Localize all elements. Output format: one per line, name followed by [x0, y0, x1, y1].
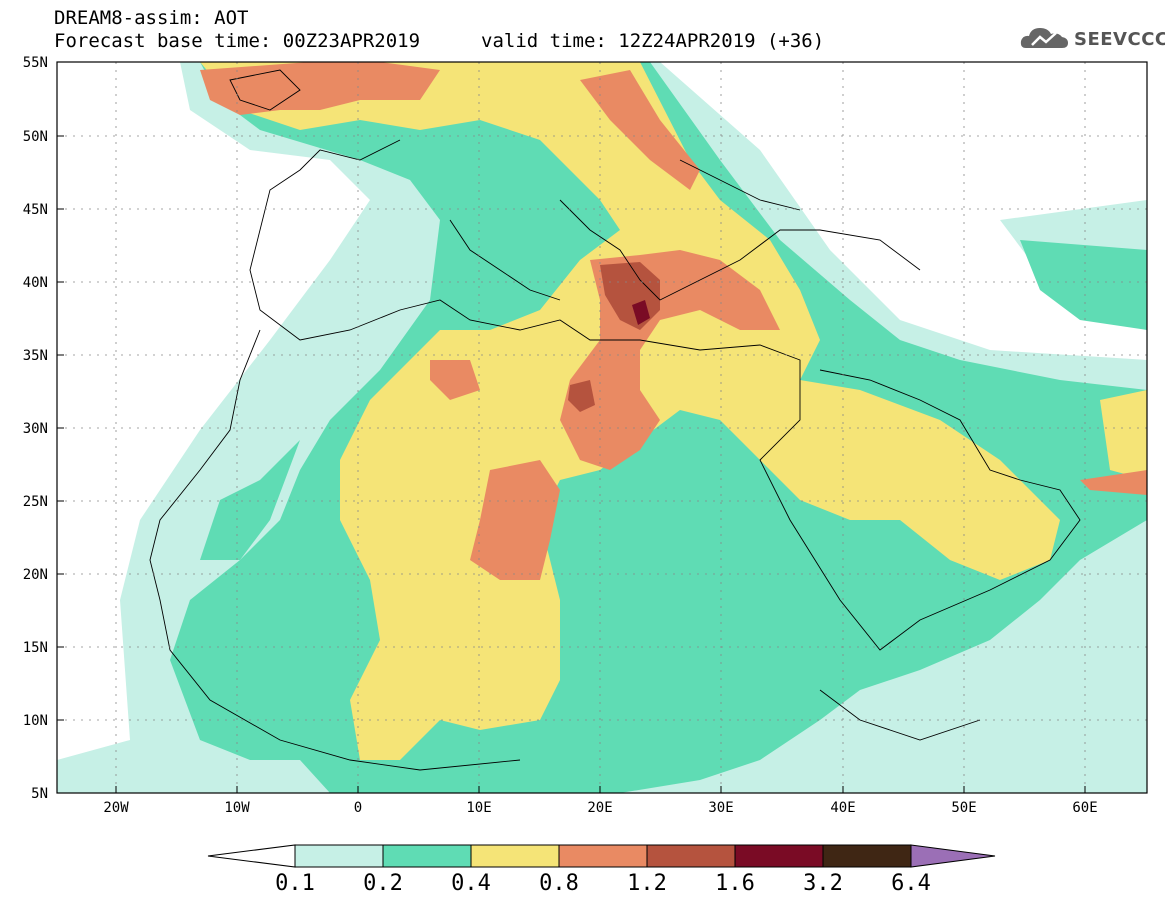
colorbar-label: 6.4 — [891, 871, 931, 896]
colorbar-segment — [646, 844, 736, 868]
lon-label: 30E — [708, 800, 733, 816]
colorbar-label: 3.2 — [803, 871, 843, 896]
colorbar-segment — [470, 844, 560, 868]
colorbar-label: 1.2 — [627, 871, 667, 896]
colorbar-label: 0.8 — [539, 871, 579, 896]
aot-band-1.6 — [632, 300, 650, 325]
cloud-logo-icon — [1020, 28, 1068, 48]
lat-label: 50N — [23, 129, 48, 145]
tick-marks — [57, 61, 1086, 793]
aot-field — [57, 62, 1147, 793]
coastlines — [149, 69, 1081, 771]
logo-text: SEEVCCC — [1074, 29, 1165, 50]
lon-label: 60E — [1072, 800, 1097, 816]
lat-label: 40N — [23, 275, 48, 291]
lon-label: 10E — [466, 800, 491, 816]
lon-labels: 20W 10W 0 10E 20E 30E 40E 50E 60E — [103, 800, 1097, 816]
lon-label: 40E — [830, 800, 855, 816]
forecast-times: Forecast base time: 00Z23APR2019 valid ti… — [54, 30, 824, 52]
lon-label: 20W — [103, 800, 129, 816]
lat-label: 10N — [23, 713, 48, 729]
lat-label: 5N — [31, 786, 48, 802]
lat-label: 30N — [23, 421, 48, 437]
lat-label: 20N — [23, 567, 48, 583]
lon-label: 0 — [354, 800, 362, 816]
lat-label: 25N — [23, 494, 48, 510]
valid-time: valid time: 12Z24APR2019 (+36) — [481, 30, 825, 52]
colorbar-segment — [382, 844, 472, 868]
lon-label: 50E — [951, 800, 976, 816]
map-title: DREAM8-assim: AOT — [54, 7, 249, 29]
lat-label: 45N — [23, 202, 48, 218]
colorbar-label: 1.6 — [715, 871, 755, 896]
lat-label: 15N — [23, 640, 48, 656]
colorbar-segment — [294, 844, 384, 868]
colorbar-high-arrow — [910, 844, 996, 868]
colorbar-low-arrow — [207, 844, 296, 868]
seevccc-logo: SEEVCCC — [1018, 20, 1165, 56]
lon-label: 10W — [224, 800, 250, 816]
colorbar-label: 0.1 — [275, 871, 315, 896]
colorbar-segment — [822, 844, 912, 868]
colorbar-segment — [734, 844, 824, 868]
graticule — [57, 62, 1147, 793]
lat-label: 35N — [23, 348, 48, 364]
lat-labels: 55N 50N 45N 40N 35N 30N 25N 20N 15N 10N … — [23, 55, 48, 802]
base-time: Forecast base time: 00Z23APR2019 — [54, 30, 421, 52]
colorbar — [207, 844, 996, 868]
lon-label: 20E — [587, 800, 612, 816]
colorbar-label: 0.2 — [363, 871, 403, 896]
aot-band-0.8 — [200, 62, 440, 115]
colorbar-segment — [558, 844, 648, 868]
colorbar-label: 0.4 — [451, 871, 491, 896]
lat-label: 55N — [23, 55, 48, 71]
